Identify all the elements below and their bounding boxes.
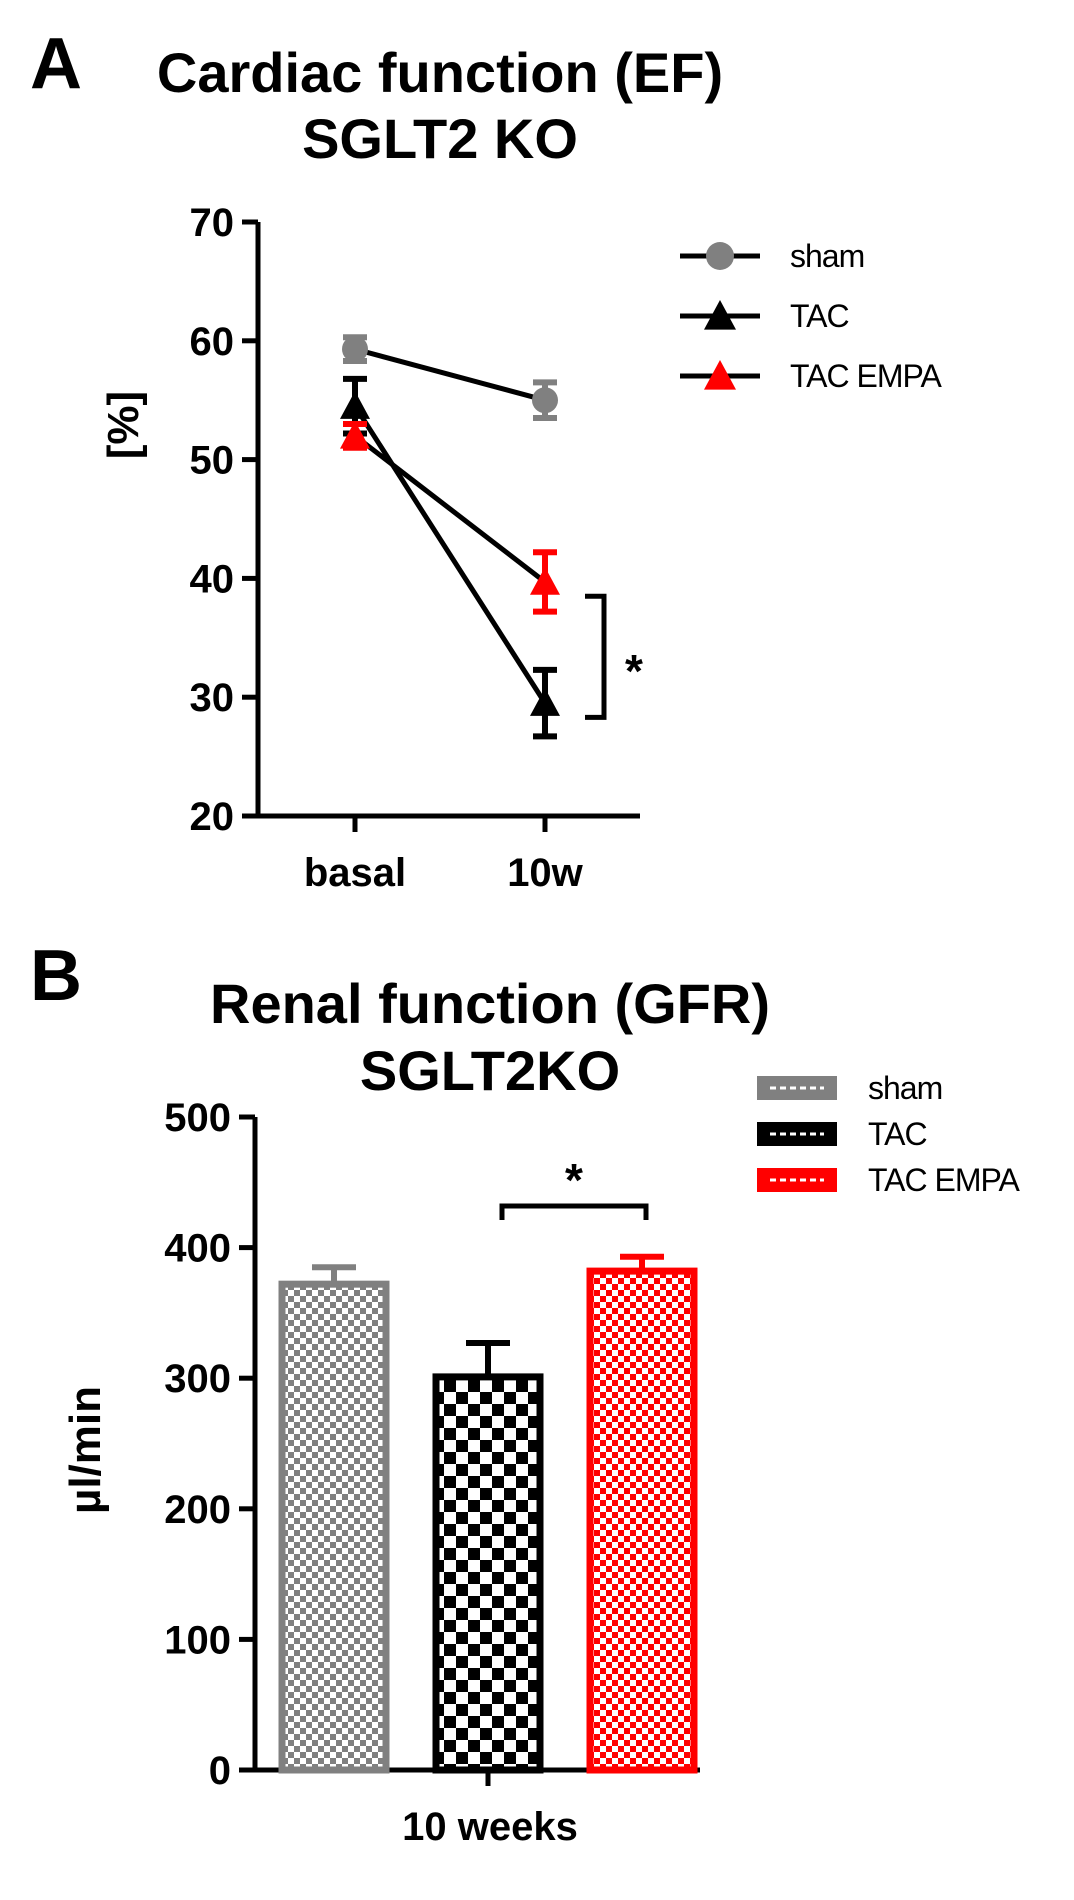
panel-b-x-axis-label: 10 weeks — [402, 1805, 578, 1849]
legend-marker-sham — [706, 242, 734, 270]
panel-a-title-line1: Cardiac function (EF) — [157, 41, 723, 104]
error-bar-tac — [466, 1339, 510, 1377]
legend-label-tac-empa: TAC EMPA — [790, 358, 942, 394]
series-line-sham — [354, 346, 546, 403]
panel-b-letter: B — [30, 936, 82, 1016]
panel-b-plot: 0 100 200 300 400 500 * sham TAC TAC EMPA — [164, 1070, 1021, 1793]
panel-b-title-line1: Renal function (GFR) — [210, 972, 770, 1035]
y-tick-label: 500 — [164, 1096, 231, 1140]
legend-marker-tac — [704, 300, 736, 330]
y-tick-label: 30 — [190, 676, 235, 720]
legend-label-tac: TAC — [868, 1116, 927, 1152]
x-tick-label-10w: 10w — [507, 851, 583, 895]
legend-label-sham: sham — [868, 1070, 942, 1106]
series-line-tac-empa — [353, 433, 547, 584]
legend-swatch-tac — [757, 1122, 837, 1146]
panel-b-title-line2: SGLT2KO — [360, 1039, 620, 1102]
y-tick-label: 200 — [164, 1488, 231, 1532]
panel-a-plot: 20 30 40 50 60 70 basal 10w * sham TAC TAC EMPA — [190, 201, 944, 895]
y-tick-label: 40 — [190, 557, 235, 601]
bar-sham — [278, 1280, 390, 1774]
x-tick-label-basal: basal — [304, 851, 406, 895]
marker-tac-empa — [340, 420, 370, 449]
marker-tac — [340, 391, 370, 419]
legend-swatch-sham — [757, 1076, 837, 1100]
legend-label-tac: TAC — [790, 298, 849, 334]
series-line-tac — [352, 404, 548, 705]
panel-a-letter: A — [30, 24, 82, 104]
panel-a-title-line2: SGLT2 KO — [302, 107, 578, 170]
y-tick-label: 50 — [190, 439, 235, 483]
legend-label-sham: sham — [790, 238, 864, 274]
legend-marker-tac-empa — [704, 360, 736, 390]
marker-sham — [342, 336, 368, 363]
significance-star: * — [625, 645, 643, 697]
y-tick-label: 400 — [164, 1227, 231, 1271]
marker-tac — [530, 688, 560, 716]
significance-bracket — [499, 1203, 649, 1220]
marker-sham — [532, 387, 558, 414]
panel-a-y-axis-label: [%] — [99, 391, 148, 459]
significance-star: * — [565, 1154, 583, 1206]
significance-bracket — [585, 593, 607, 720]
legend-swatch-tac-empa — [757, 1168, 837, 1192]
y-tick-label: 100 — [164, 1618, 231, 1662]
panel-b-y-axis-label: µl/min — [61, 1386, 110, 1514]
legend-label-tac-empa: TAC EMPA — [868, 1162, 1020, 1198]
marker-tac-empa — [530, 566, 560, 595]
y-tick-label: 70 — [190, 201, 235, 245]
bar-tac-empa — [586, 1267, 698, 1774]
y-tick-label: 300 — [164, 1357, 231, 1401]
y-tick-label: 20 — [190, 795, 235, 839]
bar-tac — [432, 1373, 544, 1774]
y-tick-label: 0 — [209, 1749, 231, 1793]
y-tick-label: 60 — [190, 320, 235, 364]
